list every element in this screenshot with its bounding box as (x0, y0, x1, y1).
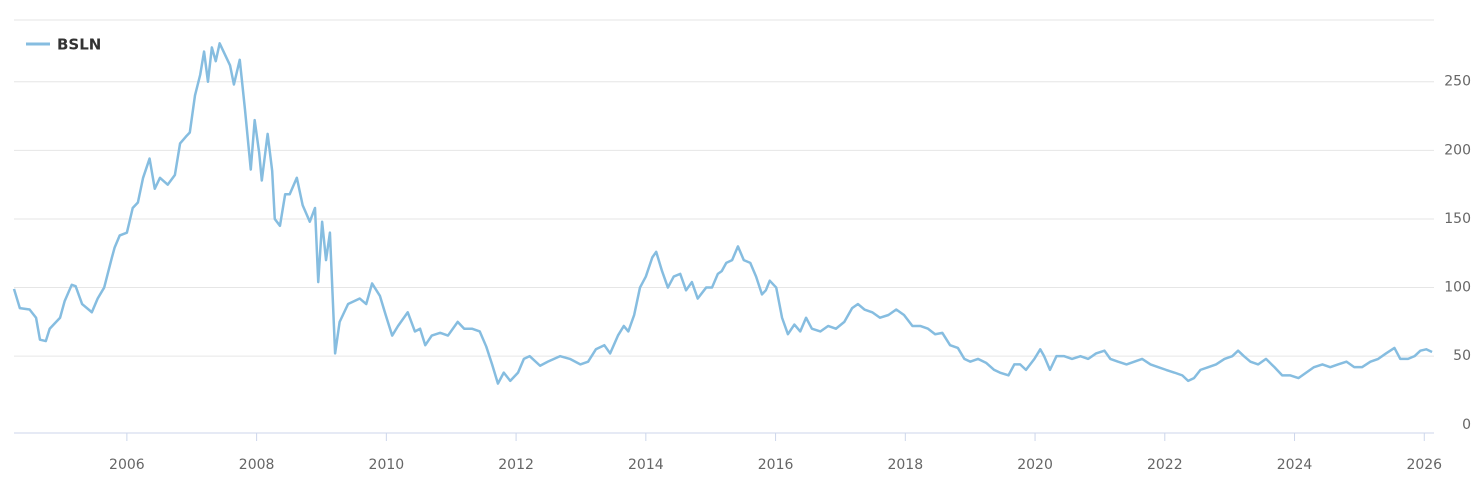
x-tick-label: 2006 (109, 457, 145, 473)
x-tick-label: 2010 (369, 457, 405, 473)
y-tick-label: 200 (1444, 142, 1471, 158)
y-tick-label: 0 (1462, 417, 1471, 433)
x-tick-label: 2016 (758, 457, 794, 473)
y-tick-label: 150 (1444, 211, 1471, 227)
y-tick-label: 50 (1453, 348, 1471, 364)
x-tick-label: 2020 (1017, 457, 1053, 473)
x-tick-label: 2018 (887, 457, 923, 473)
x-tick-label: 2024 (1277, 457, 1313, 473)
x-tick-label: 2012 (498, 457, 534, 473)
x-tick-label: 2008 (239, 457, 275, 473)
legend-label[interactable]: BSLN (57, 36, 101, 54)
x-tick-label: 2022 (1147, 457, 1183, 473)
price-line (12, 42, 1433, 385)
x-tick-label: 2026 (1406, 457, 1442, 473)
y-tick-label: 250 (1444, 74, 1471, 90)
x-tick-label: 2014 (628, 457, 664, 473)
y-tick-label: 100 (1444, 280, 1471, 296)
